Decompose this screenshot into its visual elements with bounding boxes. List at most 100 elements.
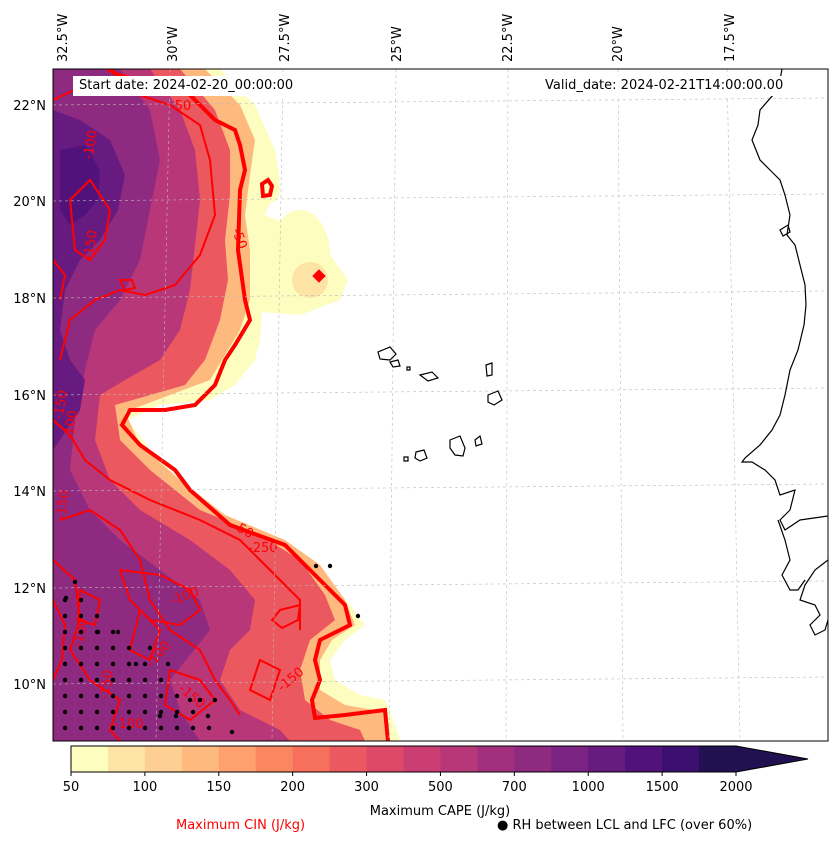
rh-dot [94,677,100,683]
colorbar-segment [107,746,146,772]
rh-dot [157,713,163,719]
cin-contour-5 [59,508,241,716]
rh-dot [126,709,132,715]
rh-dot [62,709,68,715]
start-date-label: Start date: [79,78,149,93]
island [449,435,466,457]
rh-dot [205,713,211,719]
colorbar-segment [662,746,700,772]
start-date-value: 2024-02-20_00:00:00 [152,78,294,93]
cin-label: -150 [97,669,117,701]
rh-dot [94,613,100,619]
rh-legend-label: RH between LCL and LFC (over 60%) [512,818,753,833]
colorbar-segment [699,746,737,772]
rh-dot [190,709,196,715]
island [414,449,428,462]
rh-dot [126,645,132,651]
colorbar-segment [440,746,478,772]
rh-dot [94,709,100,715]
colorbar-ticks: 50 100 150 200 300 500 700 1000 1500 2000 [63,772,753,795]
cin-marker-18n [312,269,326,283]
rh-dot [158,709,164,715]
colorbar-tick-label: 150 [206,780,231,795]
coastline-africa [740,69,828,531]
map-plot-area: -50 -100 -150 -100 -150 -50 -250 -50 -15… [53,69,828,741]
rh-dot [110,725,116,731]
cin-contour-6 [118,568,202,627]
gridlines [53,69,828,741]
rh-dot [174,693,180,699]
rh-dot [62,613,68,619]
rh-dot [173,713,179,719]
rh-dot [174,709,180,715]
rh-dot [110,645,116,651]
rh-dot [115,629,121,635]
lat-tick-label: 14°N [13,485,46,500]
island [474,434,483,447]
valid-date-box: Valid_date: 2024-02-21T14:00:00.00 [539,76,790,96]
rh-dot [142,693,148,699]
rh-dot [190,725,196,731]
rh-dot [187,697,193,703]
colorbar-tick-label: 700 [502,780,527,795]
colorbar-tick-label: 50 [63,780,80,795]
rh-dot [147,645,153,651]
coastlines [377,69,828,636]
colorbar-segment [366,746,404,772]
colorbar-segment [625,746,663,772]
rh-dot [110,677,116,683]
lon-tick-label: 30°W [166,26,181,62]
rh-dot [94,645,100,651]
island [485,362,493,377]
rh-dot [110,709,116,715]
colorbar-segment [403,746,441,772]
rh-dot [126,677,132,683]
lat-tick-label: 10°N [13,678,46,693]
rh-dot [158,677,164,683]
cin-label: -250 [248,541,278,556]
cin-contour-11 [118,279,137,292]
colorbar-segment [514,746,552,772]
cin-contour-12 [259,177,275,199]
rh-dot [206,725,212,731]
rh-dot [126,725,132,731]
colorbar-segment [477,746,515,772]
colorbar-tick-label: 200 [280,780,305,795]
rh-dot [95,629,101,635]
cin-legend: Maximum CIN (J/kg) [176,818,306,833]
rh-dot [62,645,68,651]
lat-tick-label: 20°N [13,195,46,210]
island [418,371,440,382]
rh-dot [62,725,68,731]
lon-tick-label: 27.5°W [278,14,293,62]
rh-dot [78,597,84,603]
cin-label: -50 [228,226,249,251]
cin-contour-13 [53,599,67,681]
rh-dot [133,661,139,667]
colorbar-segment [588,746,626,772]
cin-label: -50 [170,99,191,114]
valid-date-label: Valid_date: [545,78,617,93]
cin-contour-4 [53,419,301,630]
rh-dot [158,693,164,699]
rh-dot [62,661,68,667]
rh-dot [78,709,84,715]
lat-tick-label: 22°N [13,99,46,114]
rh-dot [158,725,164,731]
map-frame [52,68,829,742]
colorbar-title: Maximum CAPE (J/kg) [370,804,510,819]
rh-dot [212,697,218,703]
rh-dot [62,629,68,635]
rh-dot [63,595,69,601]
rh-dot [72,579,78,585]
rh-dot [94,725,100,731]
rh-dot [355,613,361,619]
rh-dot [78,645,84,651]
colorbar-tick-label: 500 [428,780,453,795]
island [406,366,411,371]
colorbar-segment [181,746,220,772]
rh-dot [142,677,148,683]
rh-dot [78,613,84,619]
lat-tick-labels: 22°N 20°N 18°N 16°N 14°N 12°N 10°N [13,99,46,693]
